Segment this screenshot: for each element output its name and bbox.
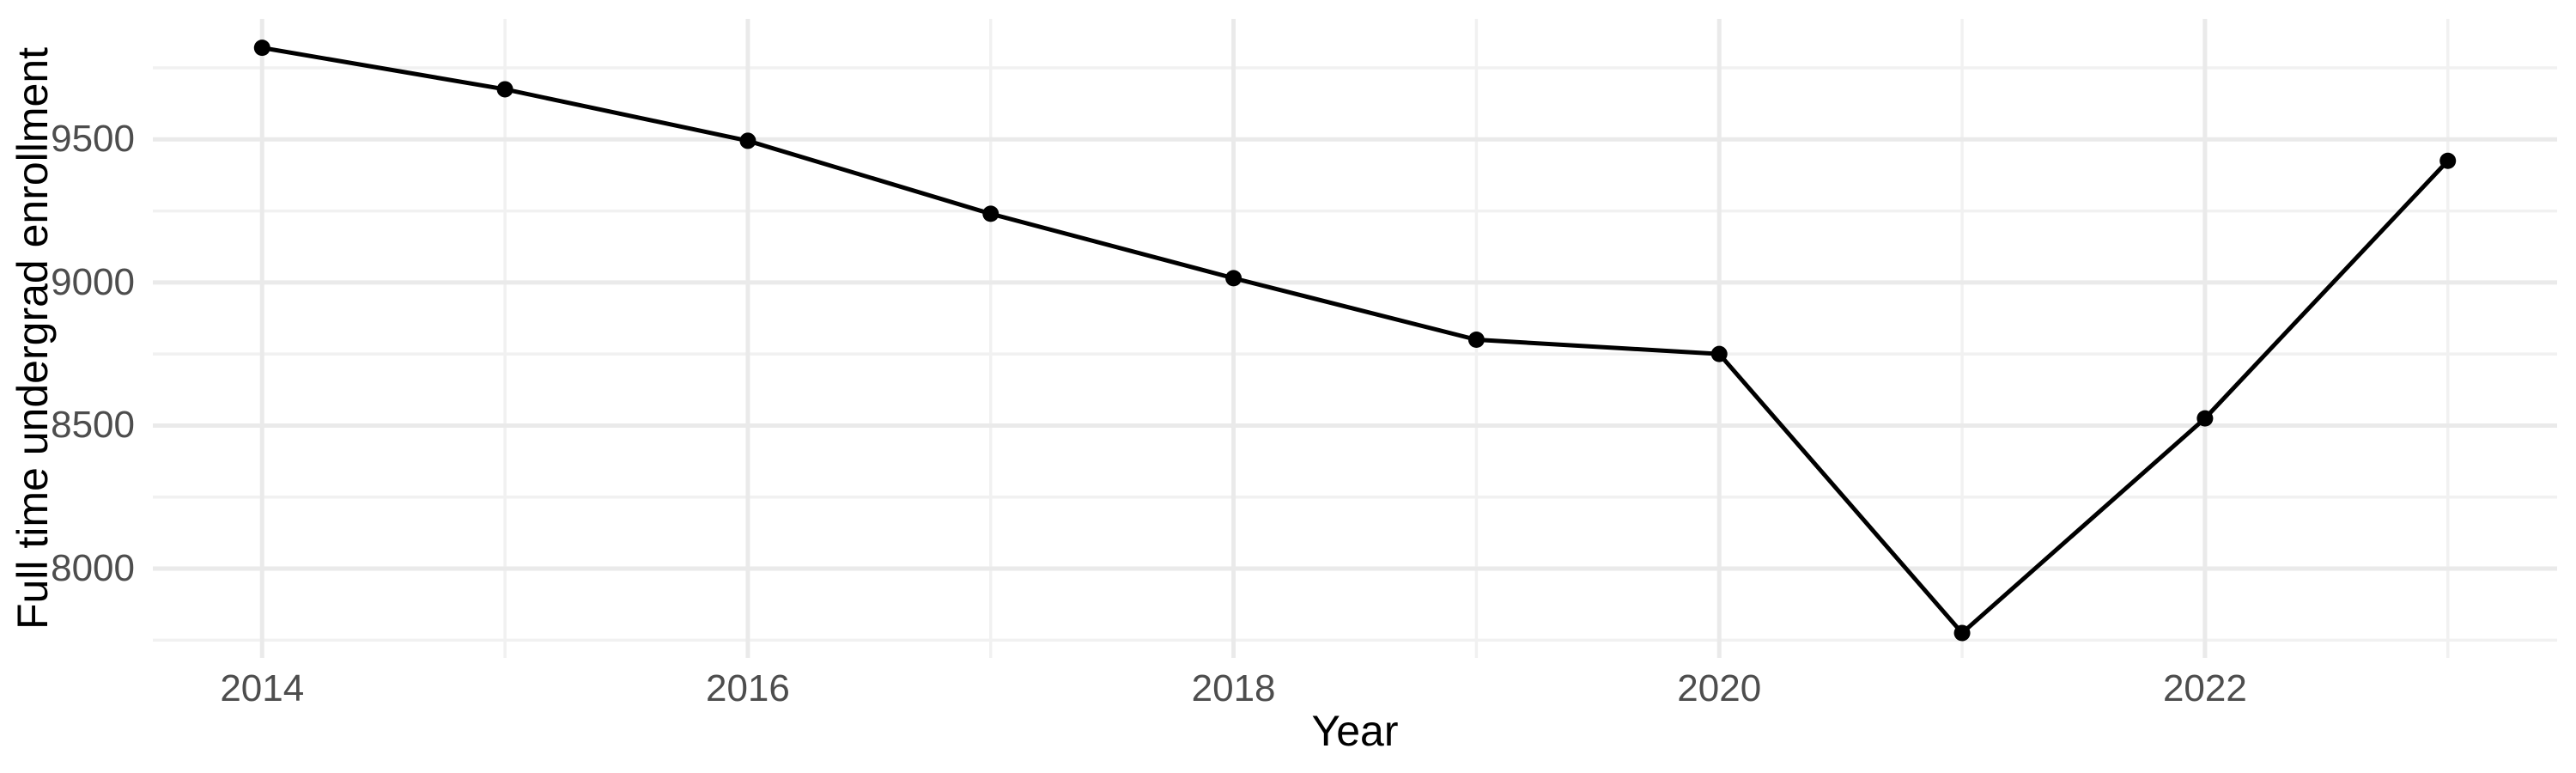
data-point: [1953, 624, 1971, 642]
y-tick-label: 9000: [51, 260, 135, 303]
data-point: [496, 81, 513, 98]
x-axis-title: Year: [1311, 707, 1399, 755]
y-tick-label: 9500: [51, 118, 135, 161]
x-tick-label: 2018: [1191, 667, 1276, 709]
data-point: [2196, 410, 2214, 427]
y-tick-label: 8500: [51, 404, 135, 447]
plot-panel: [153, 19, 2557, 658]
x-tick-label: 2022: [2162, 667, 2247, 709]
chart-canvas: [153, 19, 2557, 658]
data-point: [739, 132, 756, 149]
y-tick-label: 8000: [51, 547, 135, 590]
x-tick-label: 2016: [705, 667, 790, 709]
data-point: [1467, 331, 1485, 348]
data-point: [2439, 152, 2457, 169]
enrollment-series-line: [261, 46, 2450, 636]
data-point: [253, 40, 270, 57]
data-point: [982, 205, 999, 222]
data-point: [1710, 345, 1728, 362]
data-point: [1225, 270, 1242, 287]
x-tick-label: 2020: [1677, 667, 1762, 709]
x-tick-label: 2014: [220, 667, 305, 709]
y-axis-title: Full time undergrad enrollment: [9, 46, 57, 630]
